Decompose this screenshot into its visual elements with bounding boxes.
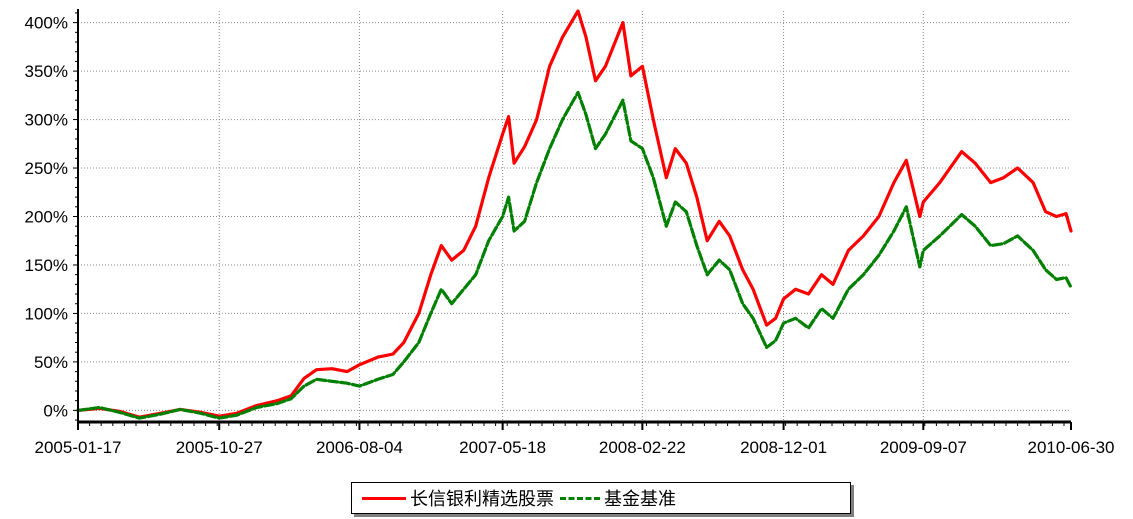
tick-labels: 0% 50% 100% 150% 200% 250% 300% 350% 400% 2005-01…: [25, 14, 1115, 457]
legend-entry-benchmark: 基金基准: [554, 485, 676, 511]
y-tick-label: 250%: [25, 159, 68, 178]
series-line-fund: [76, 9, 1073, 419]
legend-entry-fund: 长信银利精选股票: [352, 485, 554, 511]
y-tick-label: 350%: [25, 62, 68, 81]
legend-swatch-benchmark: [560, 496, 600, 500]
x-tick-label: 2006-08-04: [316, 438, 403, 457]
y-tick-label: 50%: [34, 353, 68, 372]
series-line-benchmark: [76, 90, 1073, 420]
y-tick-label: 100%: [25, 304, 68, 323]
legend-label-benchmark: 基金基准: [604, 489, 676, 510]
series-lines: [76, 9, 1073, 420]
axes: [73, 9, 1072, 430]
y-tick-label: 0%: [43, 401, 68, 420]
x-tick-label: 2005-10-27: [176, 438, 263, 457]
x-tick-label: 2008-02-22: [599, 438, 686, 457]
x-tick-label: 2009-09-07: [880, 438, 967, 457]
y-tick-label: 200%: [25, 208, 68, 227]
x-tick-label: 2007-05-18: [459, 438, 546, 457]
legend-label-fund: 长信银利精选股票: [410, 489, 554, 510]
line-chart: 0% 50% 100% 150% 200% 250% 300% 350% 400% 2005-01…: [25, 9, 1115, 457]
y-tick-label: 300%: [25, 111, 68, 130]
x-tick-label: 2010-06-30: [1028, 438, 1115, 457]
grid-lines: [78, 11, 1071, 422]
legend-swatch-fund: [362, 496, 406, 500]
x-tick-label: 2005-01-17: [35, 438, 122, 457]
legend: 长信银利精选股票 基金基准: [351, 482, 851, 514]
y-tick-label: 400%: [25, 14, 68, 33]
y-tick-label: 150%: [25, 256, 68, 275]
x-tick-label: 2008-12-01: [740, 438, 827, 457]
